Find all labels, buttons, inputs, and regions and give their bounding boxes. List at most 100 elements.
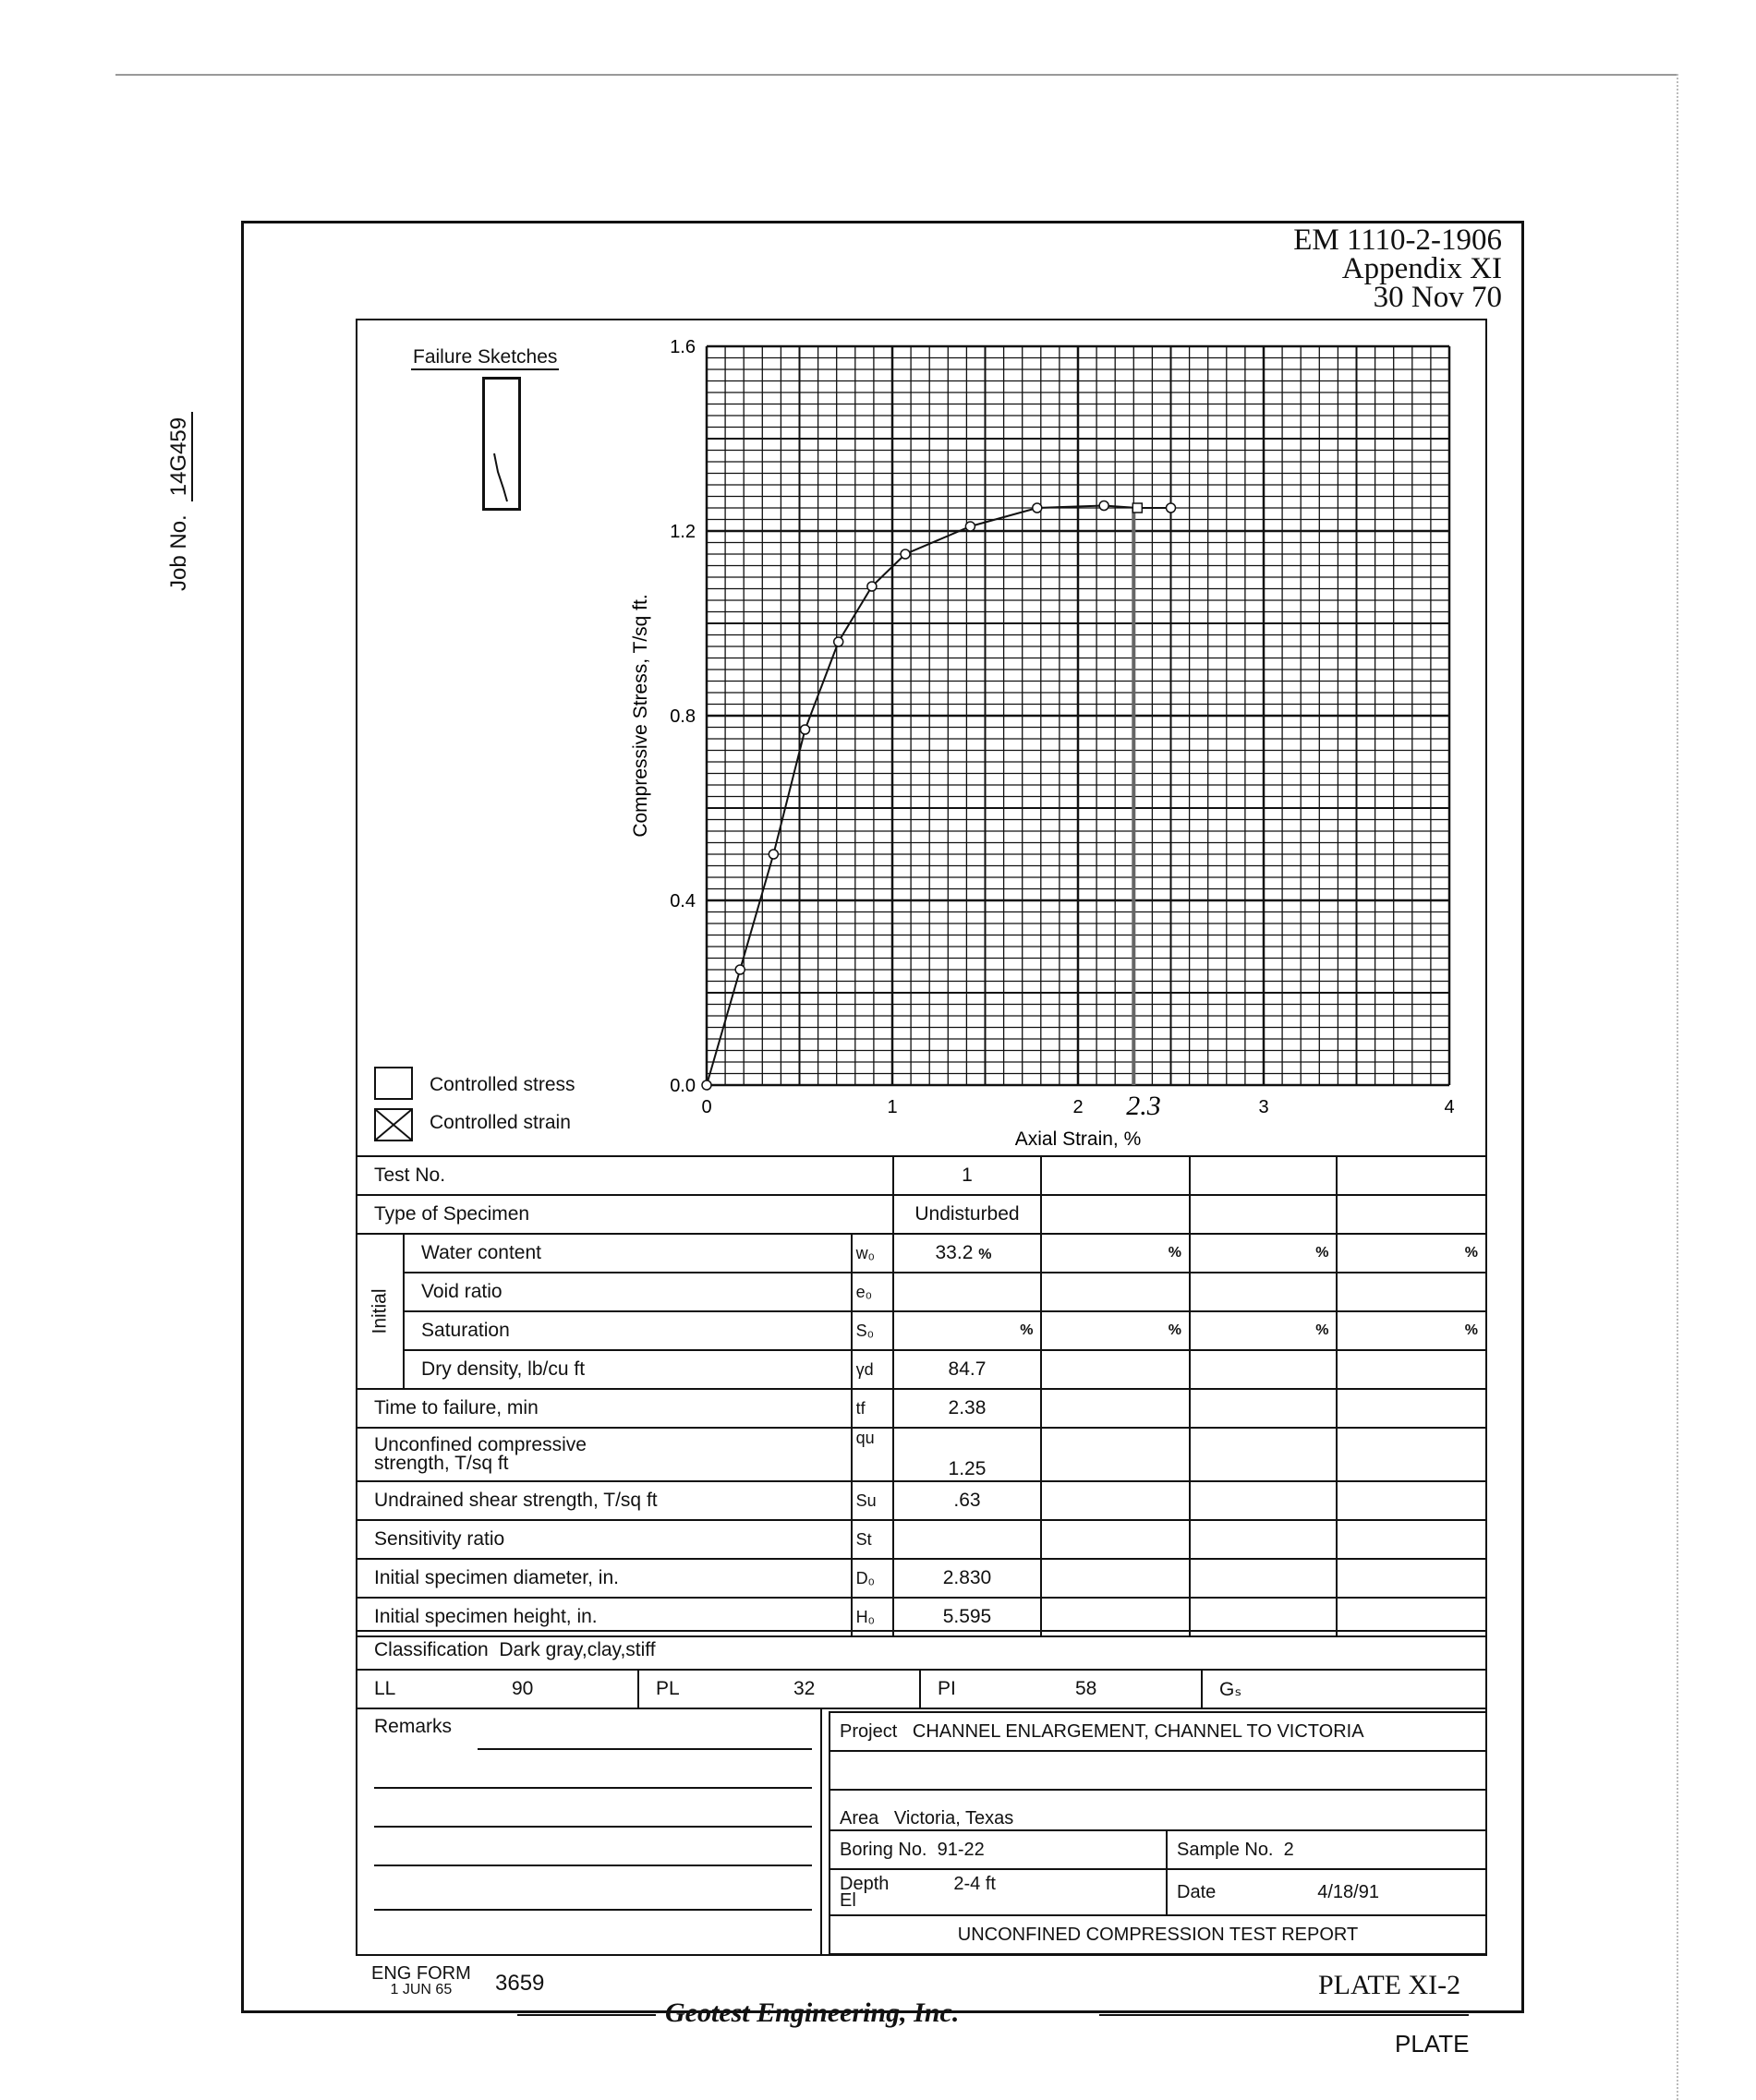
scan-top-edge bbox=[115, 74, 1677, 76]
row-label: strength, T/sq ft bbox=[374, 1453, 509, 1474]
area-value: Victoria, Texas bbox=[893, 1808, 1014, 1828]
x-tick-label: 0 bbox=[701, 1097, 711, 1117]
y-axis-label: Compressive Stress, T/sq ft. bbox=[630, 594, 651, 837]
stress-strain-curve bbox=[706, 504, 1171, 1086]
data-point bbox=[1132, 502, 1144, 513]
x-axis-label: Axial Strain, % bbox=[1015, 1128, 1142, 1150]
area-label: Area bbox=[840, 1808, 879, 1828]
data-point bbox=[1032, 502, 1043, 513]
cell: 2.830 bbox=[891, 1558, 1043, 1599]
table-row: Initial specimen diameter, in. D₀ 2.830 bbox=[356, 1558, 1487, 1599]
ll-value: 90 bbox=[495, 1669, 639, 1709]
controlled-strain-checkbox[interactable] bbox=[374, 1108, 413, 1141]
row-label: Dry density, lb/cu ft bbox=[403, 1349, 853, 1390]
controlled-strain-label: Controlled strain bbox=[430, 1112, 571, 1133]
pl-value: 32 bbox=[777, 1669, 921, 1709]
eng-form: ENG FORM 1 JUN 65 bbox=[371, 1963, 471, 1998]
cell: 84.7 bbox=[891, 1349, 1043, 1390]
form-frame bbox=[241, 221, 1524, 2013]
unit: % bbox=[891, 1310, 1043, 1351]
unit: % bbox=[1040, 1233, 1191, 1273]
symbol: St bbox=[850, 1519, 894, 1560]
remarks-line[interactable] bbox=[374, 1826, 812, 1828]
data-point bbox=[768, 849, 780, 860]
symbol: tf bbox=[850, 1388, 894, 1429]
boring-value: 91-22 bbox=[937, 1839, 985, 1860]
row-label: Water content bbox=[403, 1233, 853, 1273]
remarks-label: Remarks bbox=[374, 1716, 453, 1737]
controlled-stress-checkbox[interactable] bbox=[374, 1067, 413, 1100]
pl-label: PL bbox=[637, 1669, 777, 1709]
row-label: Type of Specimen bbox=[356, 1194, 894, 1235]
cell: Undisturbed bbox=[891, 1194, 1043, 1235]
classification-table: Classification Dark gray,clay,stiff LL 90… bbox=[356, 1630, 1487, 1709]
form-date: 1 JUN 65 bbox=[390, 1982, 453, 1997]
y-tick-label: 0.8 bbox=[670, 706, 696, 727]
x-tick-label: 3 bbox=[1258, 1097, 1268, 1117]
unit: % bbox=[1336, 1233, 1487, 1273]
unit: % bbox=[1336, 1310, 1487, 1351]
chart-panel bbox=[356, 319, 1487, 1155]
table-row: Test No. 1 bbox=[356, 1155, 1487, 1196]
failure-sketches-label: Failure Sketches bbox=[411, 346, 560, 370]
data-point bbox=[1098, 500, 1109, 512]
data-point bbox=[832, 636, 844, 647]
project-label: Project bbox=[840, 1720, 898, 1742]
data-point bbox=[799, 724, 811, 735]
table-row: Type of Specimen Undisturbed bbox=[356, 1194, 1487, 1235]
cell: 1 bbox=[891, 1155, 1043, 1196]
remarks-line[interactable] bbox=[478, 1748, 812, 1750]
symbol: qu bbox=[850, 1427, 894, 1482]
symbol: Su bbox=[850, 1480, 894, 1521]
table-row: Saturation S₀%%%% bbox=[357, 1310, 1487, 1351]
symbol: w₀ bbox=[850, 1233, 894, 1273]
test-results-table: Test No. 1 Type of Specimen Undisturbed In… bbox=[355, 1155, 1487, 1637]
form-label: ENG FORM bbox=[371, 1963, 471, 1984]
report-title: UNCONFINED COMPRESSION TEST REPORT bbox=[829, 1914, 1487, 1955]
rule bbox=[1099, 2014, 1469, 2016]
remarks-line[interactable] bbox=[374, 1787, 812, 1789]
plate-number: PLATE XI-2 bbox=[1318, 1970, 1461, 2000]
symbol: S₀ bbox=[850, 1310, 894, 1351]
remarks-line[interactable] bbox=[374, 1909, 812, 1911]
gs-label: Gₛ bbox=[1201, 1669, 1487, 1709]
x-tick-label: 2 bbox=[1072, 1097, 1083, 1117]
row-label: Test No. bbox=[356, 1155, 894, 1196]
company-name: Geotest Engineering, Inc. bbox=[665, 1997, 960, 2028]
appendix: Appendix XI bbox=[1341, 252, 1502, 285]
x-tick-label: 1 bbox=[887, 1097, 897, 1117]
boring-label: Boring No. bbox=[840, 1839, 927, 1860]
unit: % bbox=[1040, 1310, 1191, 1351]
divider bbox=[820, 1708, 822, 1956]
symbol: e₀ bbox=[850, 1272, 894, 1312]
row-label: Saturation bbox=[403, 1310, 853, 1351]
sample-value: 2 bbox=[1283, 1839, 1294, 1860]
data-point bbox=[701, 1080, 712, 1091]
scan-right-edge bbox=[1677, 74, 1678, 2100]
initial-group-label: Initial bbox=[369, 1288, 391, 1334]
y-tick-label: 0.0 bbox=[670, 1076, 696, 1096]
classification-value: Dark gray,clay,stiff bbox=[499, 1639, 656, 1660]
remarks-project-block bbox=[356, 1708, 1487, 1956]
row-label: Initial specimen diameter, in. bbox=[356, 1558, 853, 1599]
failure-sketch bbox=[482, 377, 521, 511]
table-row: Dry density, lb/cu ft γd 84.7 bbox=[357, 1349, 1487, 1390]
plate-label: PLATE bbox=[1395, 2030, 1470, 2058]
remarks-line[interactable] bbox=[374, 1865, 812, 1866]
table-row: Unconfined compressive strength, T/sq ft q… bbox=[356, 1427, 1487, 1482]
stress-strain-chart: 0.0 0.4 0.8 1.2 1.6 0 1 2 3 4 Axial Strain, % Compr… bbox=[630, 337, 1455, 1150]
data-point bbox=[734, 964, 745, 975]
controlled-stress-label: Controlled stress bbox=[430, 1074, 575, 1095]
pi-label: PI bbox=[919, 1669, 1059, 1709]
job-number: Job No.14G459 bbox=[166, 411, 193, 591]
table-row: Void ratio e₀ bbox=[357, 1272, 1487, 1312]
sample-label: Sample No. bbox=[1177, 1839, 1274, 1860]
doc-date: 30 Nov 70 bbox=[1373, 281, 1502, 314]
document-header: EM 1110-2-1906 Appendix XI 30 Nov 70 bbox=[1293, 225, 1502, 314]
x-tick-label: 4 bbox=[1444, 1097, 1454, 1117]
row-label: Sensitivity ratio bbox=[356, 1519, 853, 1560]
project-value: CHANNEL ENLARGEMENT, CHANNEL TO VICTORIA bbox=[912, 1720, 1364, 1742]
form-number: 3659 bbox=[495, 1971, 545, 1996]
data-point bbox=[900, 549, 911, 560]
ll-label: LL bbox=[356, 1669, 495, 1709]
